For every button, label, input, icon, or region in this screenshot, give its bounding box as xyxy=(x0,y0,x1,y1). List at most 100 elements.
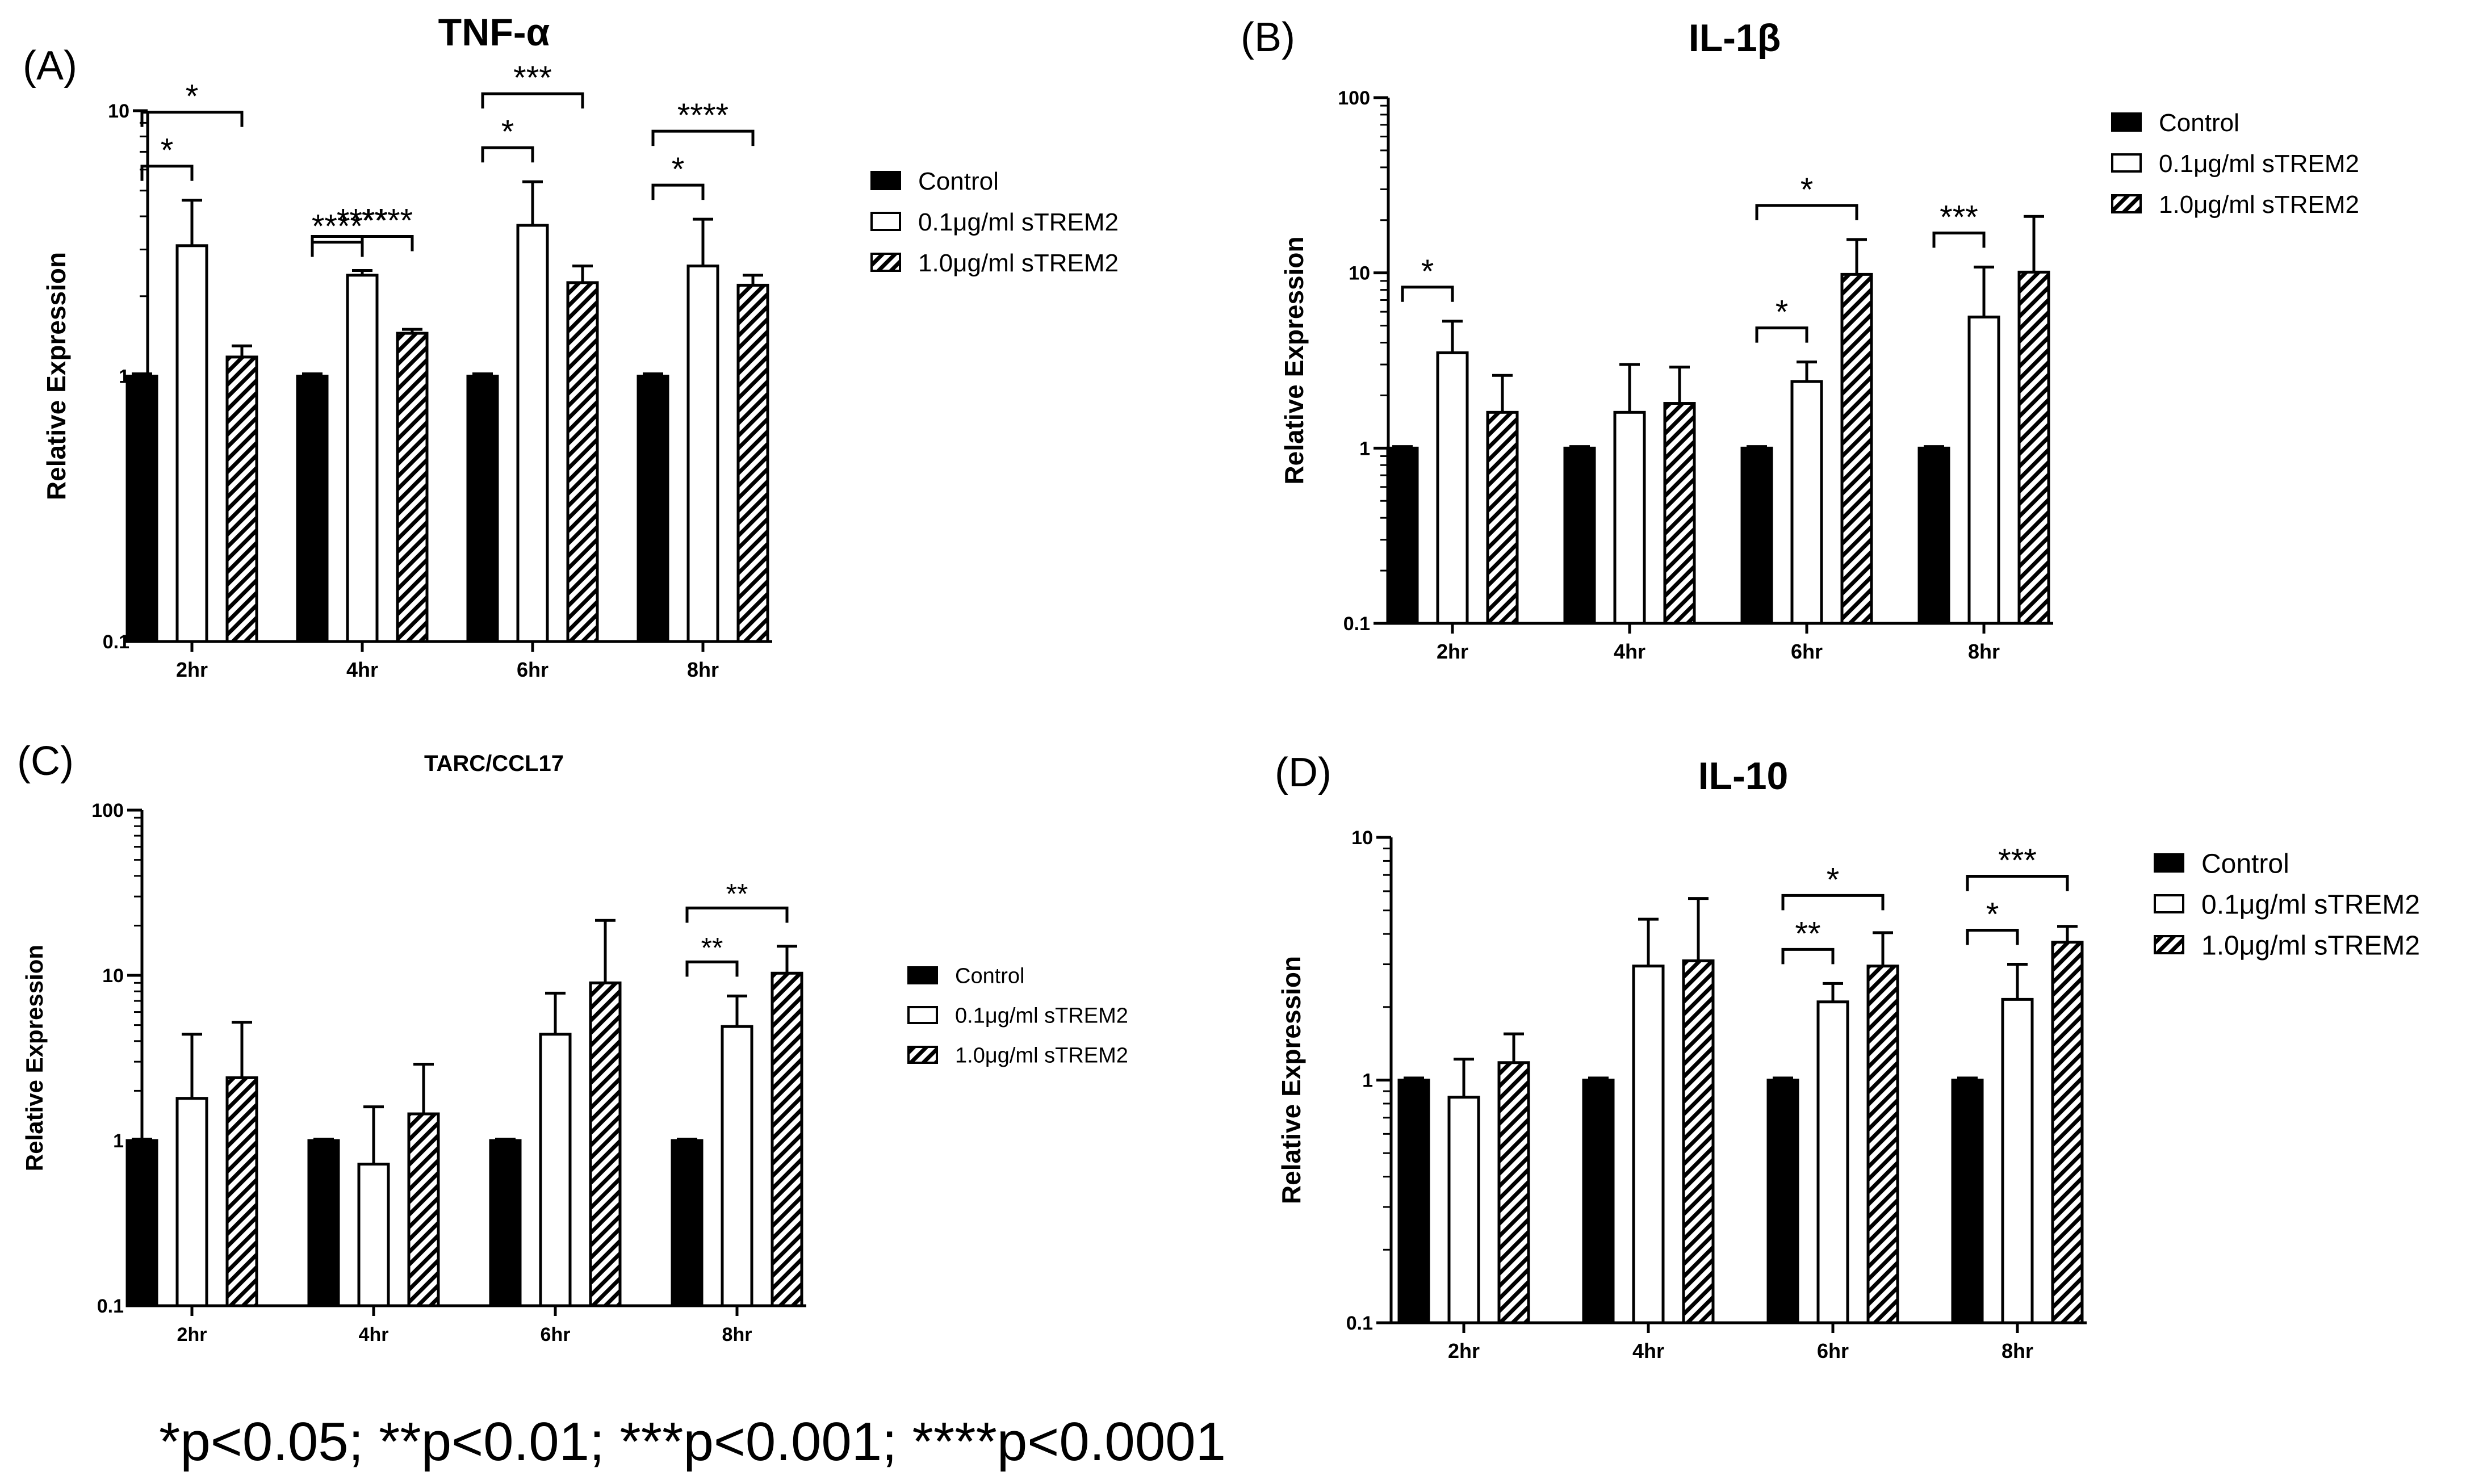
bar-low-dose-6hr xyxy=(539,1033,572,1307)
bracket-line xyxy=(685,960,739,977)
significance-bracket: ** xyxy=(685,878,789,923)
bar-low-dose-8hr xyxy=(686,264,719,643)
x-tick-label: 2hr xyxy=(1448,1339,1480,1363)
y-tick-label: 0.1 xyxy=(103,631,129,653)
significance-bracket: ** xyxy=(1781,915,1835,965)
bar-control-8hr xyxy=(1917,446,1950,625)
bracket-line xyxy=(361,234,414,251)
bracket-line xyxy=(1781,948,1835,965)
bar-high-dose-4hr xyxy=(1663,402,1696,625)
significance-bracket: * xyxy=(1401,253,1454,302)
chart-legend: Control 0.1μg/ml sTREM2 1.0μg/ml sTREM2 xyxy=(2154,849,2420,961)
legend-label: 1.0μg/ml sTREM2 xyxy=(918,249,1119,277)
bar-control-2hr xyxy=(1386,446,1419,625)
significance-bracket: *** xyxy=(1966,842,2069,891)
legend-swatch-control xyxy=(907,966,938,984)
bar-low-dose-4hr xyxy=(1613,410,1646,625)
x-tick-label: 2hr xyxy=(1437,640,1468,663)
bar-high-dose-6hr xyxy=(1866,965,1899,1324)
y-tick-label: 10 xyxy=(1351,827,1373,849)
bar-control-8hr xyxy=(637,375,669,643)
bar-control-6hr xyxy=(489,1139,522,1307)
significance-label: *** xyxy=(513,60,552,97)
y-tick-label: 1 xyxy=(1362,1070,1373,1092)
bar-high-dose-8hr xyxy=(736,283,769,643)
bar-high-dose-4hr xyxy=(396,332,429,643)
significance-bracket: **** xyxy=(361,202,414,251)
legend-swatch-high-dose xyxy=(2111,194,2142,213)
bracket-line xyxy=(1781,894,1885,911)
bar-control-4hr xyxy=(307,1139,340,1307)
bar-high-dose-2hr xyxy=(225,355,258,643)
bar-control-2hr xyxy=(125,1139,158,1307)
legend-label: 1.0μg/ml sTREM2 xyxy=(2159,191,2359,219)
x-tick-label: 6hr xyxy=(1817,1339,1849,1363)
significance-bracket: * xyxy=(140,132,194,181)
y-tick-label: 10 xyxy=(108,100,129,122)
legend-swatch-low-dose xyxy=(2111,153,2142,173)
legend-swatch-control xyxy=(2111,112,2142,132)
bracket-line xyxy=(651,129,755,146)
legend-label: 0.1μg/ml sTREM2 xyxy=(955,1004,1128,1028)
y-tick-label: 0.1 xyxy=(1343,613,1370,635)
bar-control-6hr xyxy=(1740,446,1773,625)
bar-low-dose-2hr xyxy=(175,1097,208,1307)
bar-high-dose-2hr xyxy=(1497,1061,1530,1324)
significance-bracket: * xyxy=(1781,861,1885,911)
legend-swatch-low-dose xyxy=(907,1006,938,1024)
legend-swatch-control xyxy=(2154,853,2184,873)
y-tick-label: 0.1 xyxy=(1346,1313,1373,1334)
significance-bracket: **** xyxy=(651,97,755,146)
legend-swatch-low-dose xyxy=(870,212,901,231)
chart-panel-2: (B) IL-1β Relative Expression 0.1 1 10 100 2hr 4… xyxy=(1241,15,2359,663)
bar-control-4hr xyxy=(1563,446,1596,625)
x-tick-label: 8hr xyxy=(2002,1339,2033,1363)
bar-high-dose-4hr xyxy=(407,1112,440,1307)
bar-high-dose-2hr xyxy=(1486,410,1519,625)
x-tick-label: 6hr xyxy=(541,1324,571,1345)
bar-high-dose-6hr xyxy=(566,281,599,643)
chart-legend: Control 0.1μg/ml sTREM2 1.0μg/ml sTREM2 xyxy=(907,965,1128,1068)
bar-low-dose-2hr xyxy=(1447,1096,1480,1324)
legend-label: Control xyxy=(2159,109,2239,137)
x-tick-label: 8hr xyxy=(687,658,719,681)
bar-control-2hr xyxy=(125,375,158,643)
bar-low-dose-8hr xyxy=(1967,315,2000,625)
bar-high-dose-8hr xyxy=(2051,941,2084,1324)
panel-label: (A) xyxy=(23,43,77,89)
x-tick-label: 4hr xyxy=(346,658,378,681)
chart-panel-3: (C) TARC/CCL17 Relative Expression 0.1 1 10 10… xyxy=(17,739,1128,1345)
bar-high-dose-4hr xyxy=(1682,959,1715,1324)
significance-label: * xyxy=(186,78,199,115)
y-tick-label: 10 xyxy=(1349,263,1370,284)
x-tick-label: 4hr xyxy=(1632,1339,1664,1363)
bar-low-dose-6hr xyxy=(1790,380,1823,625)
bar-low-dose-4hr xyxy=(1632,965,1665,1324)
significance-label: * xyxy=(1801,171,1814,208)
legend-label: 1.0μg/ml sTREM2 xyxy=(955,1044,1128,1068)
significance-bracket: *** xyxy=(1932,199,1986,248)
bracket-line xyxy=(481,92,584,109)
x-tick-label: 6hr xyxy=(1791,640,1823,663)
bar-low-dose-4hr xyxy=(346,274,379,643)
significance-label: * xyxy=(672,151,685,188)
significance-label: * xyxy=(1776,294,1789,331)
bar-low-dose-8hr xyxy=(2001,997,2034,1324)
bracket-line xyxy=(481,146,534,163)
bar-low-dose-2hr xyxy=(175,244,208,643)
x-tick-label: 2hr xyxy=(177,1324,207,1345)
significance-label: * xyxy=(1986,896,1999,933)
significance-label: **** xyxy=(337,202,388,239)
chart-panel-4: (D) IL-10 Relative Expression 0.1 1 10 2hr 4hr 6… xyxy=(1275,750,2420,1363)
significance-label: **** xyxy=(312,208,363,245)
panel-label: (B) xyxy=(1241,15,1295,60)
bracket-line xyxy=(685,906,789,923)
bracket-line xyxy=(1401,286,1454,302)
y-tick-label: 1 xyxy=(1359,438,1370,459)
bar-low-dose-6hr xyxy=(516,224,549,643)
significance-bracket: * xyxy=(481,114,534,163)
y-tick-label: 100 xyxy=(91,800,124,821)
bar-control-8hr xyxy=(1951,1079,1984,1324)
bar-control-2hr xyxy=(1397,1079,1430,1324)
